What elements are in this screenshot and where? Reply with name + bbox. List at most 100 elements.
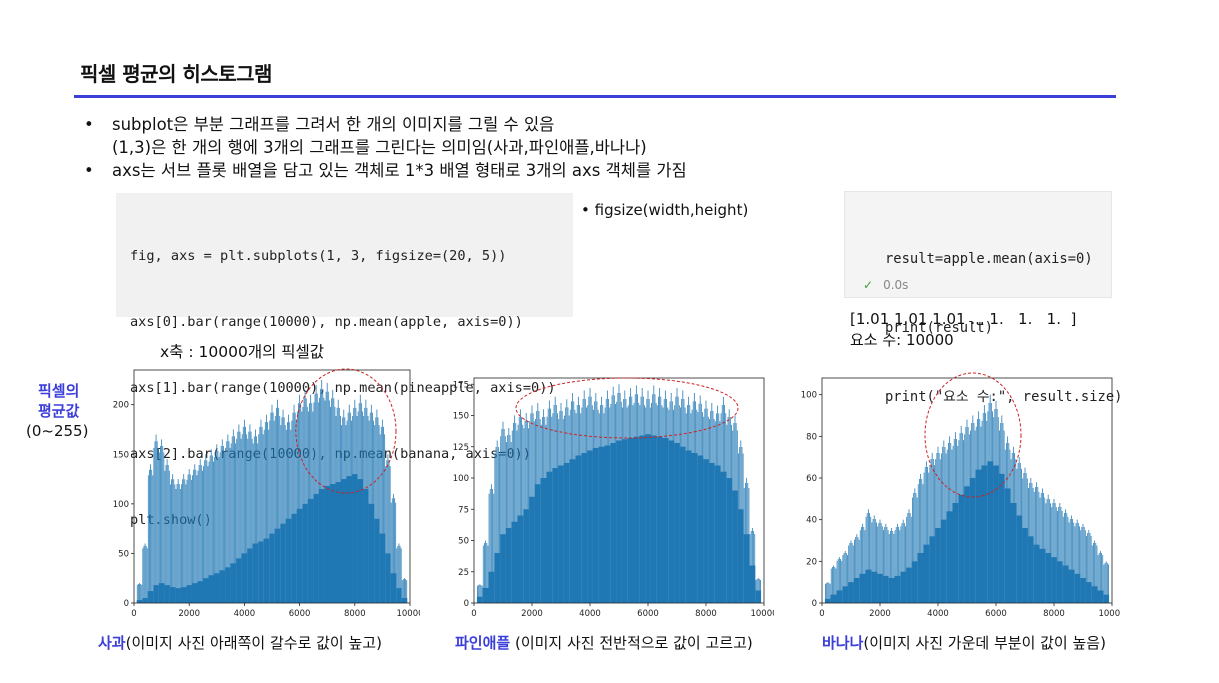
bar-base [363, 488, 369, 603]
bar-base [329, 484, 336, 603]
output-line: [1.01 1.01 1.01 ... 1. 1. 1. ] [850, 310, 1077, 328]
bar-base [494, 553, 501, 603]
bar-base [952, 503, 959, 603]
y-note-line: 평균값 [38, 402, 80, 420]
y-tick-label: 200 [113, 401, 129, 411]
bar-base [964, 486, 970, 603]
highlight-ellipse [295, 368, 397, 494]
code-snippet-subplots: fig, axs = plt.subplots(1, 3, figsize=(2… [116, 193, 573, 528]
x-tick-label: 0 [471, 609, 476, 619]
bullet-text: subplot은 부분 그래프를 그려서 한 개의 이미지를 그릴 수 있음 [112, 115, 555, 134]
x-tick-label: 10000 [396, 609, 420, 619]
highlight-ellipse [924, 372, 1022, 498]
bar-base [1080, 578, 1086, 603]
bar-base [225, 567, 231, 603]
bar-base [627, 438, 634, 603]
bar-base [385, 553, 391, 603]
bullet-item: • axs는 서브 플롯 배열을 담고 있는 객체로 1*3 배열 형태로 3개… [84, 159, 687, 182]
x-tick-label: 4000 [579, 609, 601, 619]
bar-base [848, 582, 854, 603]
bar-base [1033, 544, 1040, 603]
bar-base [186, 585, 192, 603]
bar-base [1091, 586, 1098, 603]
bar-base [482, 588, 489, 603]
bullet-item: • subplot은 부분 그래프를 그려서 한 개의 이미지를 그릴 수 있음 [84, 113, 687, 136]
bar-base [476, 596, 483, 603]
caption-apple: 사과(이미지 사진 아래쪽이 갈수로 값이 높고) [98, 632, 382, 653]
bar-base [975, 469, 982, 603]
bar-base [1016, 515, 1023, 603]
bar-base [935, 528, 941, 603]
bar-base [546, 471, 553, 603]
bar-base [923, 544, 930, 603]
bar-base [616, 440, 622, 603]
bar-base [824, 598, 831, 603]
bar-base [575, 455, 582, 603]
y-tick-label: 150 [453, 412, 469, 422]
bar-base [346, 476, 353, 603]
apple-histogram: 0 2000 4000 6000 8000 10000 0 50 100 150 200 [100, 362, 420, 622]
bar-base [500, 534, 506, 603]
title-divider [74, 95, 1116, 98]
bar-base [1004, 488, 1011, 603]
bar-base [732, 490, 738, 603]
bar-base [511, 521, 518, 603]
bar-base [540, 478, 547, 603]
bar-base [656, 436, 663, 603]
plot-frame [821, 377, 1113, 604]
bar-base [900, 571, 907, 603]
bar-base [285, 518, 292, 603]
bar-base [374, 518, 380, 603]
y-note-line: (0~255) [26, 422, 89, 440]
x-axis-note: x축 : 10000개의 픽셀값 [160, 343, 325, 361]
bar-base [1022, 528, 1028, 603]
bar-base [1051, 557, 1057, 603]
bar-base [645, 434, 651, 603]
bar-base [906, 567, 912, 603]
x-tick-label: 10000 [750, 609, 774, 619]
slide-title: 픽셀 평균의 히스토그램 [80, 62, 272, 86]
bar-base [842, 586, 849, 603]
bar-base [263, 538, 270, 603]
bar-base [877, 573, 883, 603]
bar-base [147, 591, 154, 603]
bar-base [679, 446, 686, 603]
execution-status: ✓ 0.0s [863, 274, 908, 297]
bar-base [1103, 594, 1110, 603]
bar-base [1062, 565, 1069, 603]
bar-base [236, 558, 242, 603]
bar-base [1097, 590, 1104, 603]
caption-pineapple: 파인애플 (이미지 사진 전반적으로 값이 고르고) [455, 632, 753, 653]
y-tick-label: 50 [458, 537, 469, 547]
y-tick-label: 0 [464, 599, 469, 609]
output-line: 요소 수: 10000 [850, 331, 954, 349]
x-tick-label: 0 [819, 609, 824, 619]
bar-base [940, 519, 947, 603]
bullet-list: • subplot은 부분 그래프를 그려서 한 개의 이미지를 그릴 수 있음… [84, 113, 687, 182]
bar-base [929, 536, 936, 603]
bar-base [379, 533, 386, 603]
bar-base [865, 569, 872, 603]
bar-base [396, 588, 402, 603]
bar-base [662, 438, 669, 603]
y-tick-label: 75 [458, 505, 469, 515]
figsize-note: • figsize(width,height) [581, 201, 749, 219]
x-tick-label: 8000 [1043, 609, 1065, 619]
x-tick-label: 2000 [178, 609, 200, 619]
y-tick-label: 80 [806, 432, 817, 442]
y-tick-label: 175 [453, 380, 469, 390]
y-tick-label: 40 [806, 516, 817, 526]
y-note-line: 픽셀의 [38, 382, 80, 400]
y-tick-label: 50 [118, 549, 129, 559]
bar-base [505, 528, 512, 603]
bar-base [534, 484, 541, 603]
bar-base [836, 590, 843, 603]
bar-base [1085, 582, 1092, 603]
caption-highlight: 파인애플 [455, 634, 511, 652]
bar-base [230, 563, 237, 603]
check-icon: ✓ [863, 278, 874, 292]
bar-base [697, 455, 704, 603]
y-tick-label: 100 [453, 474, 469, 484]
y-axis-note: 픽셀의 평균값 (0~255) [26, 381, 88, 441]
bullet-dot: • [84, 115, 94, 134]
